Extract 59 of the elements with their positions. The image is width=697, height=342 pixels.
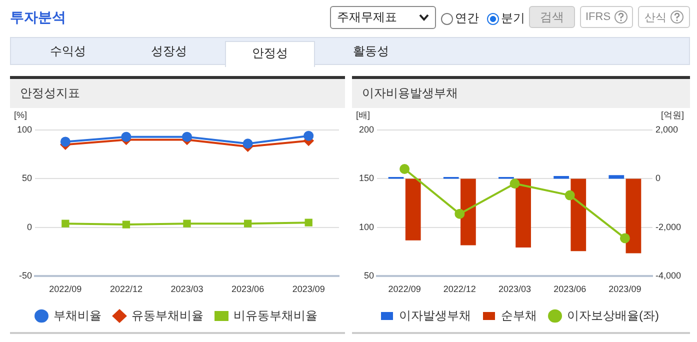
text: 검색 [529, 6, 575, 28]
x-tick-label: 2022/12 [443, 284, 476, 294]
y-axis-title: [%] [14, 110, 28, 120]
point [510, 178, 520, 189]
y-tick-label: -50 [19, 270, 32, 281]
x-tick-label: 2022/12 [110, 284, 142, 294]
point [121, 132, 132, 142]
x-tick-label: 2022/09 [49, 284, 82, 294]
point [304, 218, 312, 226]
text: 활동성 [352, 43, 390, 60]
y-tick-label: 50 [364, 270, 374, 281]
point [244, 220, 252, 228]
point [400, 164, 410, 174]
legend-label: 순부채 [501, 308, 538, 322]
text: 연간 [454, 10, 479, 27]
y-tick-label: 100 [16, 124, 32, 134]
legend-label: 부채비율 [54, 308, 102, 322]
y2-axis-title: [억원] [660, 110, 684, 120]
y2-tick-label: -2,000 [655, 222, 682, 232]
text: 주재무제표 [337, 9, 397, 26]
text: IFRS [585, 11, 611, 23]
point [60, 136, 70, 147]
x-tick-label: 2023/06 [554, 284, 586, 294]
text: 투자분석 [10, 9, 66, 27]
point [62, 220, 70, 228]
y2-tick-label: 2,000 [655, 124, 678, 134]
y-tick-label: 150 [358, 173, 374, 184]
y-tick-label: 200 [358, 124, 374, 134]
x-tick-label: 2023/06 [232, 284, 264, 294]
chart-title: 이자비용발생부채 [352, 76, 690, 108]
x-tick-label: 2023/09 [292, 284, 325, 294]
point [183, 220, 191, 228]
x-tick-label: 2023/09 [608, 284, 642, 294]
point [304, 130, 314, 141]
y-tick-label: 50 [22, 173, 32, 184]
legend-label: 유동부채비율 [132, 308, 204, 322]
y-axis-title: [배] [356, 110, 370, 120]
y-tick-label: 100 [358, 222, 374, 232]
legend-label: 이자발생부채 [399, 308, 472, 322]
text: 성장성 [150, 43, 188, 60]
legend-label: 비유동부채비율 [234, 308, 318, 322]
text: 분기 [500, 10, 525, 27]
y2-tick-label: 0 [655, 173, 660, 184]
text: 산식 [644, 10, 666, 24]
point [564, 190, 575, 200]
text: 안정성 [225, 41, 315, 67]
y-tick-label: 0 [27, 222, 32, 232]
x-tick-label: 2023/03 [170, 284, 204, 294]
x-tick-label: 2023/03 [498, 284, 532, 294]
legend-label: 이자보상배율(좌) [567, 308, 660, 322]
point [242, 138, 253, 149]
x-tick-label: 2022/09 [388, 284, 421, 294]
point [182, 132, 192, 142]
point [454, 208, 465, 219]
point [620, 233, 630, 244]
text: 수익성 [49, 43, 87, 60]
y2-tick-label: -4,000 [655, 270, 682, 281]
point [122, 220, 130, 228]
chart-title: 안정성지표 [10, 76, 345, 108]
